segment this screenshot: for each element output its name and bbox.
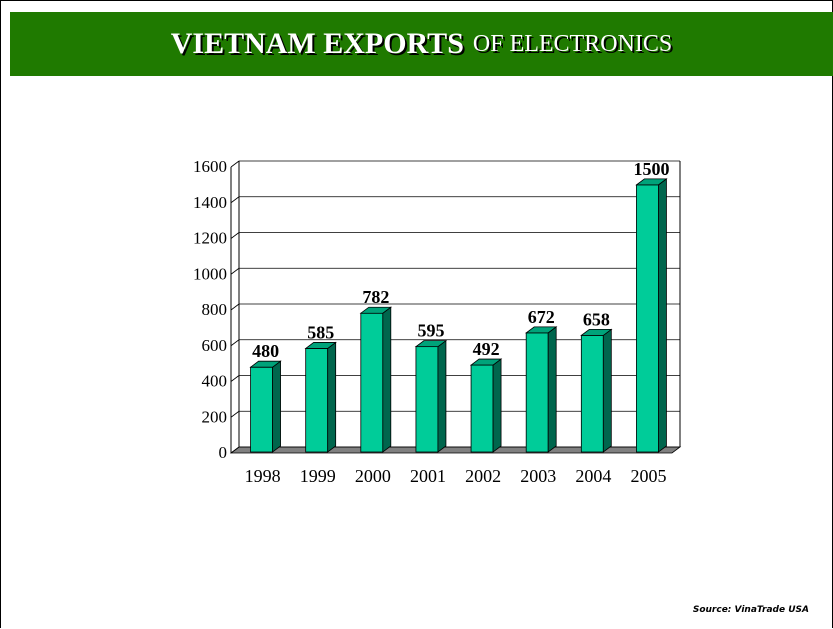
bar-top [469,358,503,366]
title-bar: VIETNAM EXPORTS OF ELECTRONICS [10,12,833,76]
bar-front [305,348,329,453]
data-label: 658 [583,309,610,329]
bar-side [382,306,392,453]
y-tick-label: 1600 [193,157,227,176]
bar-front [470,364,494,453]
x-tick-label: 2001 [410,466,446,486]
bar-side [272,360,281,453]
x-tick-label: 2003 [520,466,556,486]
y-tick-label: 200 [202,407,228,426]
bar-top [304,342,337,349]
x-tick-label: 2004 [575,466,611,486]
x-tick-label: 2005 [630,466,666,486]
y-tick-label: 1200 [193,229,227,248]
gridline-depth [230,375,240,382]
y-tick-label: 1400 [193,193,227,212]
bar-side [658,178,667,453]
y-tick-label: 400 [202,372,228,391]
data-label: 480 [252,341,279,361]
bar-top [580,328,613,336]
bar-top [635,178,668,186]
gridline-depth [230,196,240,204]
bar-side [327,341,337,453]
gridline-depth [230,303,240,311]
bar-front [360,312,384,453]
bar-top [249,360,282,368]
y-tick-label: 800 [202,300,228,319]
y-tick-label: 1000 [193,264,227,283]
title-main: VIETNAM EXPORTS [170,27,464,60]
bar-top [524,326,558,334]
source-note: Source: VinaTrade USA [692,605,809,615]
x-tick-label: 1998 [245,466,281,486]
chart-floor [229,446,682,454]
bar-front [415,346,439,453]
bar-front [525,332,549,453]
x-tick-label: 2000 [355,466,391,486]
bar-top [359,306,393,314]
gridline-depth [230,160,240,168]
data-label: 492 [473,339,500,359]
x-tick-label: 1999 [300,466,336,486]
gridline-depth [230,410,240,418]
bar-side [602,328,612,453]
bar-side [437,339,447,453]
bar-side [492,358,502,453]
data-label: 672 [528,307,555,327]
bar-side [547,326,557,453]
bar-front [580,334,604,453]
data-label: 585 [307,322,334,342]
title-sub: OF ELECTRONICS [472,30,673,57]
gridline-depth [230,267,240,275]
data-label: 1500 [633,159,669,179]
y-tick-label: 0 [219,443,228,462]
gridline-depth [230,446,240,454]
data-label: 595 [417,321,444,341]
bar-top [414,340,448,348]
gridline-depth [230,339,240,347]
bar-front [250,366,273,453]
data-label: 782 [362,287,389,307]
y-tick-label: 600 [202,336,228,355]
gridline-depth [230,232,240,239]
x-tick-label: 2002 [465,466,501,486]
bar-front [636,184,659,453]
